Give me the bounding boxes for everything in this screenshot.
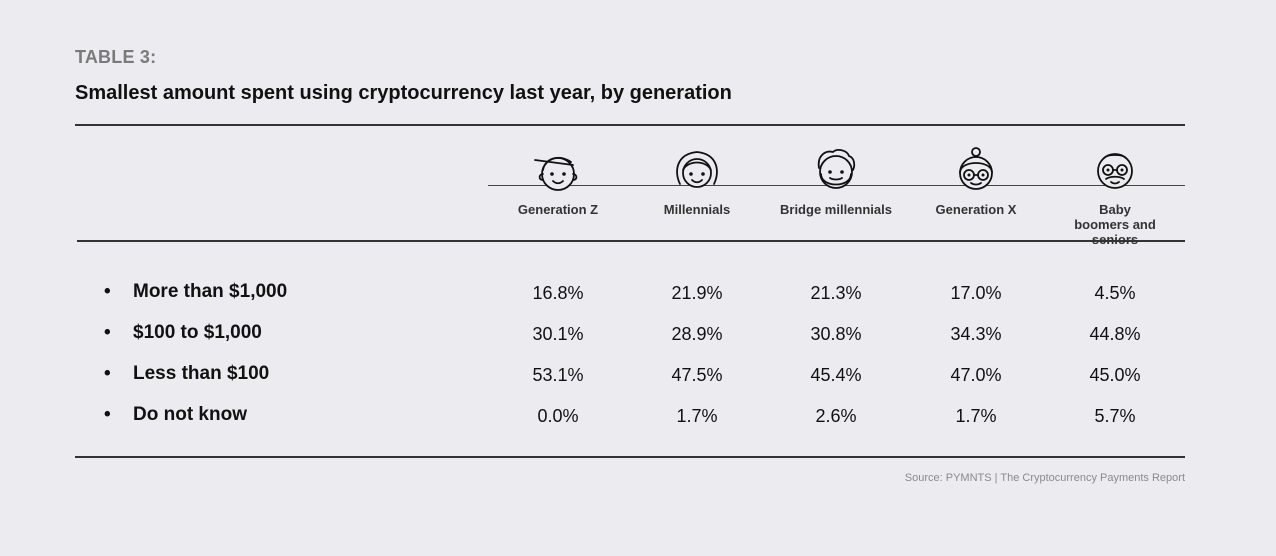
table-cell: 45.0% <box>1089 365 1141 385</box>
gen-z-face-icon <box>534 156 578 191</box>
bottom-rule <box>75 456 1185 458</box>
millennial-face-icon <box>676 151 718 188</box>
table-cell: 30.8% <box>810 324 862 344</box>
bullet: • <box>104 322 111 343</box>
bullet: • <box>104 404 111 425</box>
table-cell: 1.7% <box>955 406 997 426</box>
column-label-bridge-millennials: Bridge millennials <box>780 202 892 217</box>
row-label-text: $100 to $1,000 <box>133 322 262 343</box>
table-cell: 2.6% <box>815 406 857 426</box>
row-label-text: Less than $100 <box>133 363 270 384</box>
table-cell: 47.5% <box>671 365 723 385</box>
bullet: • <box>104 281 111 302</box>
column-label-baby-boomers: Baby boomers and seniors <box>1074 202 1156 247</box>
column-label-generation-z: Generation Z <box>517 202 599 217</box>
source-note: Source: PYMNTS | The Cryptocurrency Paym… <box>904 472 1185 484</box>
table-cell: 1.7% <box>676 406 718 426</box>
table-cell: 17.0% <box>950 283 1002 303</box>
table-cell: 0.0% <box>537 406 579 426</box>
table-cell: 53.1% <box>532 365 584 385</box>
table-cell: 34.3% <box>950 324 1002 344</box>
bridge-millennial-face-icon <box>817 149 856 189</box>
table-cell: 5.7% <box>1094 406 1136 426</box>
row-label: • More than $1,000 <box>104 281 287 303</box>
table-cell: 47.0% <box>950 365 1002 385</box>
table-cell: 45.4% <box>810 365 862 385</box>
table-cell: 21.9% <box>671 283 723 303</box>
table-title: Smallest amount spent using cryptocurren… <box>75 82 732 104</box>
table-cell: 4.5% <box>1094 283 1136 303</box>
row-label: • Less than $100 <box>104 363 269 385</box>
table-cell: 16.8% <box>532 283 584 303</box>
row-label-text: Do not know <box>133 404 247 425</box>
top-rule <box>75 124 1185 126</box>
row-label-text: More than $1,000 <box>133 281 288 302</box>
bullet: • <box>104 363 111 384</box>
table-cell: 21.3% <box>810 283 862 303</box>
column-label-generation-x: Generation X <box>935 202 1017 217</box>
table-label: TABLE 3: <box>75 47 157 67</box>
table-cell: 28.9% <box>671 324 723 344</box>
table-cell: 30.1% <box>532 324 584 344</box>
gen-x-face-icon <box>959 147 993 190</box>
column-label-millennials: Millennials <box>663 202 731 217</box>
baby-boomer-face-icon <box>1097 153 1133 189</box>
row-label: • Do not know <box>104 404 247 426</box>
header-bottom-rule <box>77 240 1185 242</box>
row-label: • $100 to $1,000 <box>104 322 262 344</box>
table-cell: 44.8% <box>1089 324 1141 344</box>
